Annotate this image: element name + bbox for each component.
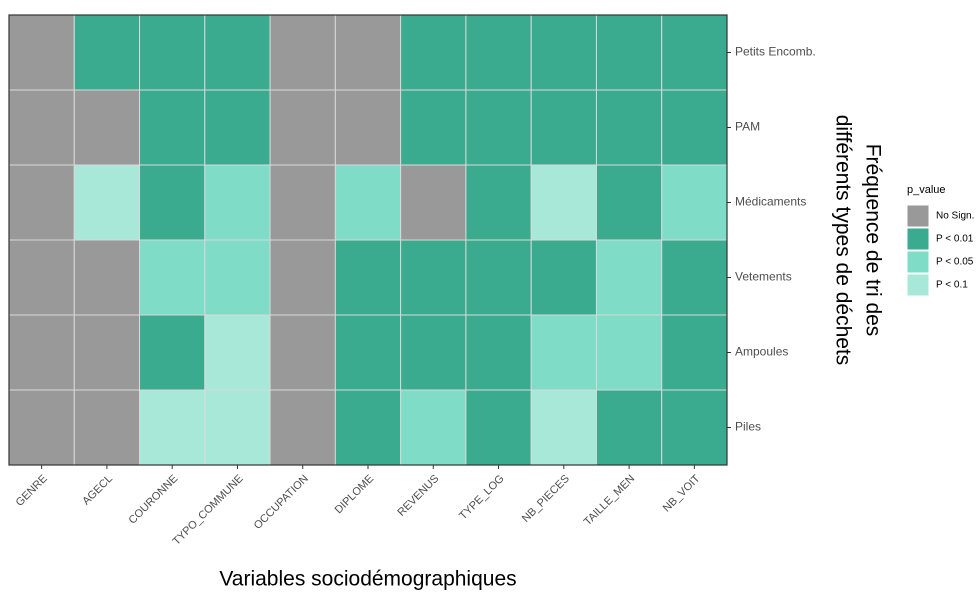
cell: [530, 239, 597, 316]
cell: [530, 164, 597, 241]
cell: [8, 239, 75, 316]
cell: [8, 314, 75, 391]
cell: [661, 239, 728, 316]
cell: [73, 314, 141, 391]
cell: [269, 389, 336, 466]
cell: [269, 89, 336, 166]
y-axis-title: Fréquence de tri des: [861, 144, 884, 337]
cell: [334, 89, 402, 166]
x-axis-title: Variables sociodémographiques: [219, 568, 516, 591]
cell: [204, 164, 271, 241]
cell: [465, 239, 532, 316]
cell: [8, 89, 75, 166]
cell: [204, 239, 271, 316]
cell: [400, 164, 467, 241]
cell: [204, 89, 271, 166]
cell: [334, 314, 402, 391]
cell: [139, 14, 206, 91]
cell: [530, 14, 597, 91]
cell: [661, 164, 728, 241]
cell: [400, 314, 467, 391]
cell: [595, 239, 663, 316]
legend-label: P < 0.05: [936, 257, 974, 268]
cell: [334, 14, 402, 91]
cell: [661, 89, 728, 166]
cell: [400, 89, 467, 166]
cell: [334, 389, 402, 466]
legend-title: p_value: [907, 184, 946, 196]
cell: [465, 89, 532, 166]
x-tick-label: NB_PIECES: [520, 473, 572, 525]
cell: [139, 239, 206, 316]
cell: [139, 314, 206, 391]
cell: [530, 89, 597, 166]
cell: [139, 389, 206, 466]
x-tick-label: TAILLE_MEN: [582, 473, 637, 528]
cell: [595, 89, 663, 166]
legend-label: P < 0.01: [936, 234, 974, 245]
legend-key: [906, 204, 930, 228]
cell: [465, 14, 532, 91]
y-tick-label: Petits Encomb.: [735, 45, 816, 59]
cell: [595, 164, 663, 241]
cell: [73, 389, 141, 466]
y-tick-label: Médicaments: [735, 195, 806, 209]
cell: [400, 14, 467, 91]
y-tick-label: Vetements: [735, 270, 792, 284]
cell: [661, 314, 728, 391]
cell: [595, 389, 663, 466]
cell: [8, 14, 75, 91]
legend-key: [906, 227, 930, 251]
cell: [204, 389, 271, 466]
legend-key: [906, 250, 930, 274]
y-tick-label: Ampoules: [735, 345, 788, 359]
cell: [204, 14, 271, 91]
cell: [400, 239, 467, 316]
cell: [661, 389, 728, 466]
x-tick-label: AGECL: [80, 473, 115, 508]
cell: [595, 14, 663, 91]
cell: [269, 14, 336, 91]
legend-label: No Sign.: [936, 211, 974, 222]
cell: [8, 164, 75, 241]
cell: [661, 14, 728, 91]
cell: [73, 164, 141, 241]
x-tick-label: DIPLOME: [333, 473, 376, 516]
cell: [530, 314, 597, 391]
cell: [334, 164, 402, 241]
cell: [530, 389, 597, 466]
x-tick-label: OCCUPATION: [252, 473, 311, 532]
x-tick-label: TYPE_LOG: [457, 473, 507, 523]
cell: [465, 314, 532, 391]
cell: [595, 314, 663, 391]
y-axis-title: différents types de déchets: [831, 115, 854, 366]
cell: [334, 239, 402, 316]
cell: [269, 164, 336, 241]
cell: [73, 239, 141, 316]
legend-key: [906, 273, 930, 297]
y-tick-label: PAM: [735, 120, 760, 134]
cell: [139, 164, 206, 241]
cell: [73, 89, 141, 166]
legend-label: P < 0.1: [936, 280, 968, 291]
cell: [8, 389, 75, 466]
cell: [465, 389, 532, 466]
cell: [204, 314, 271, 391]
cell: [465, 164, 532, 241]
cell: [269, 239, 336, 316]
x-tick-label: REVENUS: [395, 473, 441, 519]
cell: [73, 14, 141, 91]
cell: [400, 389, 467, 466]
x-tick-label: GENRE: [14, 473, 50, 509]
y-tick-label: Piles: [735, 420, 761, 434]
cell: [269, 314, 336, 391]
x-tick-label: NB_VOIT: [661, 473, 703, 515]
cell: [139, 89, 206, 166]
x-tick-label: COURONNE: [126, 473, 180, 527]
x-tick-label: TYPO_COMMUNE: [171, 473, 246, 548]
